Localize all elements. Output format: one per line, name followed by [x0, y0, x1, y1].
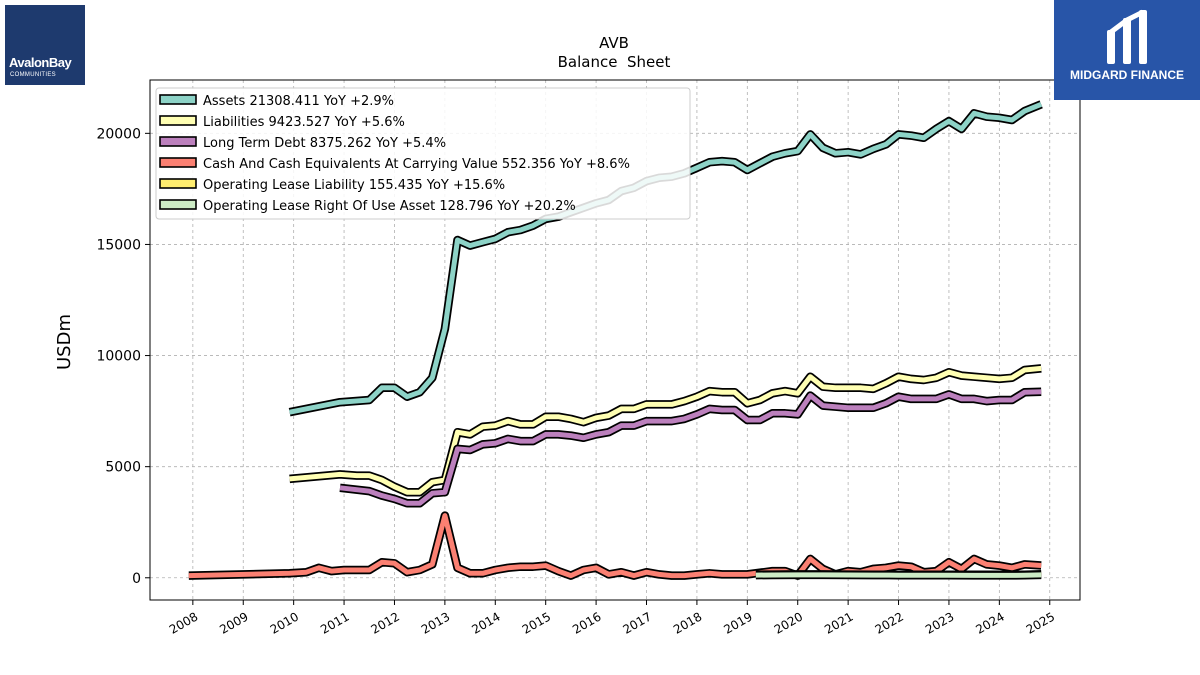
midgard-mark-icon [1107, 9, 1147, 64]
legend-label: Long Term Debt 8375.262 YoY +5.4% [203, 136, 446, 151]
x-tick-label: 2009 [217, 609, 250, 636]
legend-swatch [159, 136, 197, 147]
x-tick-label: 2018 [671, 609, 704, 636]
x-tick-label: 2025 [1024, 609, 1057, 636]
series-line-operating-lease-right-of-use-asset [755, 572, 1042, 578]
midgard-finance-logo: MIDGARD FINANCE [1054, 0, 1200, 100]
legend-label: Assets 21308.411 YoY +2.9% [203, 94, 394, 109]
y-tick-label: 5000 [105, 460, 141, 476]
series-lines [188, 100, 1043, 580]
legend-swatch [159, 199, 197, 210]
series-line-assets [289, 101, 1043, 415]
x-tick-label: 2010 [268, 609, 301, 636]
y-axis-label: USDm [54, 314, 75, 370]
legend-box [155, 87, 691, 220]
series-line-cash-and-cash-equivalents-at-carrying-value [188, 513, 1042, 579]
legend-label: Operating Lease Right Of Use Asset 128.7… [203, 199, 576, 214]
x-tick-label: 2011 [318, 609, 351, 636]
x-tick-label: 2013 [419, 609, 452, 636]
x-tick-label: 2019 [721, 609, 754, 636]
x-tick-label: 2008 [167, 609, 200, 636]
legend-label: Cash And Cash Equivalents At Carrying Va… [203, 157, 630, 172]
x-tick-label: 2022 [873, 609, 906, 636]
x-tick-label: 2024 [973, 609, 1006, 636]
y-tick-label: 0 [132, 571, 141, 587]
legend-swatch [159, 178, 197, 189]
y-tick-label: 10000 [96, 349, 141, 365]
x-tick-label: 2020 [772, 609, 805, 636]
plot-frame [149, 79, 1081, 601]
midgard-logo-name: MIDGARD FINANCE [1070, 68, 1184, 82]
x-tick-label: 2015 [520, 609, 553, 636]
y-axis: 0 5000 10000 15000 20000 [96, 126, 150, 587]
avalonbay-logo-sub: COMMUNITIES [10, 72, 56, 78]
series-line-long-term-debt [339, 389, 1042, 506]
x-tick-label: 2016 [570, 609, 603, 636]
legend-label: Liabilities 9423.527 YoY +5.6% [203, 115, 405, 130]
x-tick-label: 2023 [923, 609, 956, 636]
y-tick-label: 15000 [96, 237, 141, 253]
x-tick-label: 2021 [822, 609, 855, 636]
x-axis: 2008 2009 2010 2011 2012 2013 2014 2015 2016 2017… [167, 600, 1057, 637]
legend-swatch [159, 115, 197, 126]
legend: Assets 21308.411 YoY +2.9% Liabilities 94… [155, 87, 691, 220]
x-tick-label: 2014 [469, 609, 502, 636]
avalonbay-logo-name: AvalonBay [9, 55, 72, 70]
legend-swatch [159, 157, 197, 168]
series-line-liabilities [289, 365, 1042, 495]
avalonbay-logo: AvalonBay COMMUNITIES [5, 5, 85, 85]
x-tick-label: 2017 [621, 609, 654, 636]
chart-subtitle: Balance Sheet [558, 53, 671, 71]
chart-title: AVB [599, 34, 629, 52]
x-tick-label: 2012 [369, 609, 402, 636]
y-tick-label: 20000 [96, 126, 141, 142]
series-outline-liabilities [289, 364, 1042, 497]
legend-swatch [159, 94, 197, 105]
legend-label: Operating Lease Liability 155.435 YoY +1… [203, 178, 505, 193]
